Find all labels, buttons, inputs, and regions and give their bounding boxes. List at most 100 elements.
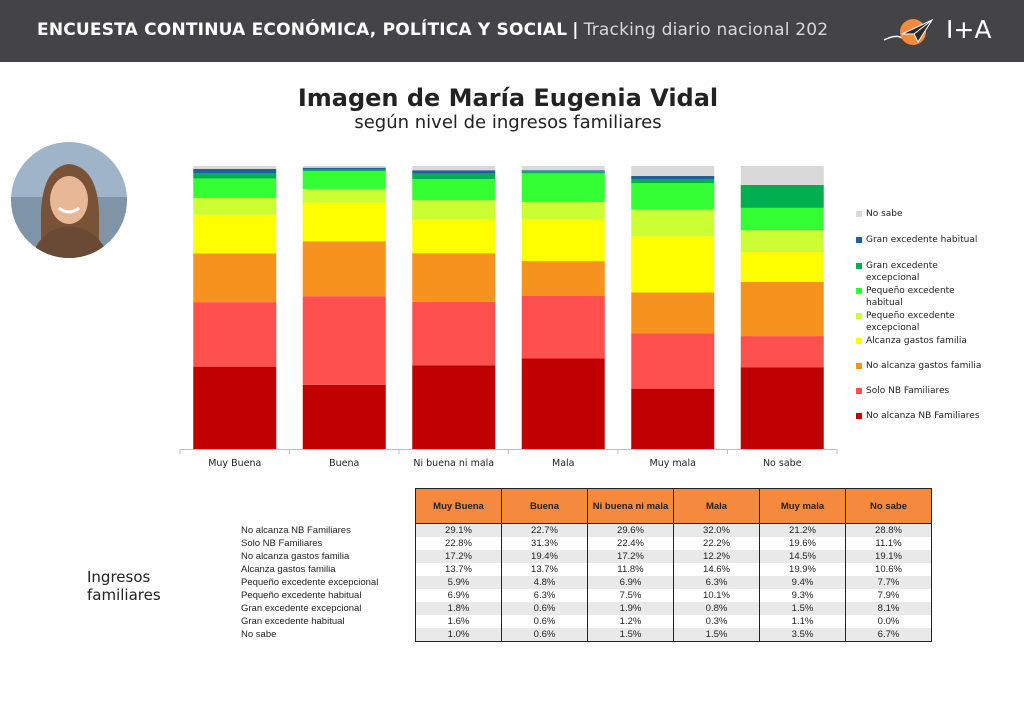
bar-segment [193, 253, 277, 303]
bar-segment [521, 358, 605, 449]
bar-segment [193, 366, 277, 449]
table-cell: 17.2% [415, 550, 502, 563]
table-header-cell: No sabe [845, 488, 932, 524]
legend-item: No alcanza gastos familia [856, 360, 986, 372]
x-tick-label: No sabe [763, 458, 802, 469]
bar-segment [412, 179, 496, 201]
table-row-label: Pequeño excedente excepcional [241, 577, 379, 588]
bar-segment [193, 166, 277, 169]
bar-segment [740, 230, 824, 253]
table-cell: 0.6% [501, 628, 588, 642]
title-separator: | [572, 20, 579, 40]
table-cell: 3.5% [759, 628, 846, 642]
table-row-label: Solo NB Familiares [241, 538, 323, 549]
table-cell: 6.3% [673, 576, 760, 589]
bar-segment [302, 166, 386, 168]
table-cell: 0.3% [673, 615, 760, 628]
bar-segment [631, 166, 715, 176]
legend-label: Pequeño excedente habitual [866, 286, 955, 308]
bar-segment [740, 184, 824, 208]
table-cell: 1.5% [759, 602, 846, 615]
x-tick-label: Mala [552, 458, 574, 469]
bar-segment [193, 178, 277, 198]
bar-segment [740, 282, 824, 337]
legend-swatch [856, 237, 862, 243]
table-cell: 0.0% [845, 615, 932, 628]
bar-segment [412, 365, 496, 449]
bar-segment [412, 166, 496, 171]
table-cell: 29.6% [587, 523, 674, 537]
bar-segment [521, 173, 605, 202]
bar-segment [631, 389, 715, 449]
bar-segment [193, 173, 277, 179]
table-cell: 7.7% [845, 576, 932, 589]
table-cell: 1.8% [415, 602, 502, 615]
table-header-cell: Muy mala [759, 488, 846, 524]
bar-segment [302, 167, 386, 170]
table-cell: 5.9% [415, 576, 502, 589]
bar-segment [193, 197, 277, 215]
table-cell: 22.4% [587, 537, 674, 550]
bar-segment [412, 219, 496, 254]
legend-item: Solo NB Familiares [856, 385, 986, 397]
legend-item: Pequeño excedente excepcional [856, 310, 986, 334]
legend-item: Pequeño excedente habitual [856, 285, 986, 309]
legend-item: Alcanza gastos familia [856, 335, 986, 347]
legend-swatch [856, 211, 862, 217]
bar-segment [631, 175, 715, 180]
legend-label: Alcanza gastos familia [866, 336, 967, 346]
legend-label: No alcanza gastos familia [866, 361, 982, 371]
legend-label: Solo NB Familiares [866, 386, 950, 396]
table-row: Gran excedente excepcional 1.8% 0.6% 1.9% 0.… [238, 602, 932, 615]
legend-swatch [856, 363, 862, 369]
bar-segment [302, 202, 386, 242]
table-cell: 14.5% [759, 550, 846, 563]
legend-label: Gran excedente habitual [866, 235, 978, 245]
bar-segment [412, 173, 496, 180]
table-cell: 7.5% [587, 589, 674, 602]
bar-segment [521, 295, 605, 359]
bar-segment [521, 201, 605, 220]
table-cell: 11.8% [587, 563, 674, 576]
table-cell: 1.6% [415, 615, 502, 628]
table-cell: 31.3% [501, 537, 588, 550]
table-row-label: Gran excedente excepcional [241, 603, 362, 614]
table-row-label: No sabe [241, 629, 277, 641]
bar-segment [412, 253, 496, 302]
table-cell: 1.1% [759, 615, 846, 628]
table-row: No alcanza gastos familia 17.2% 19.4% 17.2%… [238, 550, 932, 563]
table-row: No alcanza NB Familiares 29.1% 22.7% 29.6% 3… [238, 523, 932, 537]
report-title: ENCUESTA CONTINUA ECONÓMICA, POLÍTICA Y … [37, 20, 828, 40]
legend-item: Gran excedente habitual [856, 234, 986, 246]
data-table: Muy Buena Buena Ni buena ni mala Mala Muy ma… [238, 488, 932, 642]
table-cell: 19.9% [759, 563, 846, 576]
table-cell: 12.2% [673, 550, 760, 563]
table-cell: 6.3% [501, 589, 588, 602]
table-cell: 14.6% [673, 563, 760, 576]
chart-title: Imagen de María Eugenia Vidal [297, 84, 719, 112]
legend-swatch [856, 388, 862, 394]
x-tick-label: Ni buena ni mala [413, 458, 494, 469]
bar-segment [521, 261, 605, 296]
table-cell: 1.0% [415, 628, 502, 642]
chart-subtitle: según nivel de ingresos familiares [354, 112, 662, 133]
table-cell: 17.2% [587, 550, 674, 563]
bar-segment [631, 209, 715, 237]
table-cell: 7.9% [845, 589, 932, 602]
table-header-cell: Mala [673, 488, 760, 524]
x-tick-label: Muy Buena [208, 458, 261, 469]
legend-label: Gran excedente excepcional [866, 261, 938, 283]
table-cell: 1.5% [673, 628, 760, 642]
table-cell: 6.7% [845, 628, 932, 642]
header-bar: ENCUESTA CONTINUA ECONÓMICA, POLÍTICA Y … [0, 0, 1024, 62]
table-cell: 0.6% [501, 615, 588, 628]
x-tick-label: Buena [329, 458, 359, 469]
table-row-label: No alcanza NB Familiares [241, 524, 351, 536]
bar-segment [631, 333, 715, 390]
bar-segment [193, 302, 277, 367]
legend-item: Gran excedente excepcional [856, 260, 986, 284]
table-cell: 22.8% [415, 537, 502, 550]
table-corner [238, 489, 416, 524]
table-cell: 9.3% [759, 589, 846, 602]
